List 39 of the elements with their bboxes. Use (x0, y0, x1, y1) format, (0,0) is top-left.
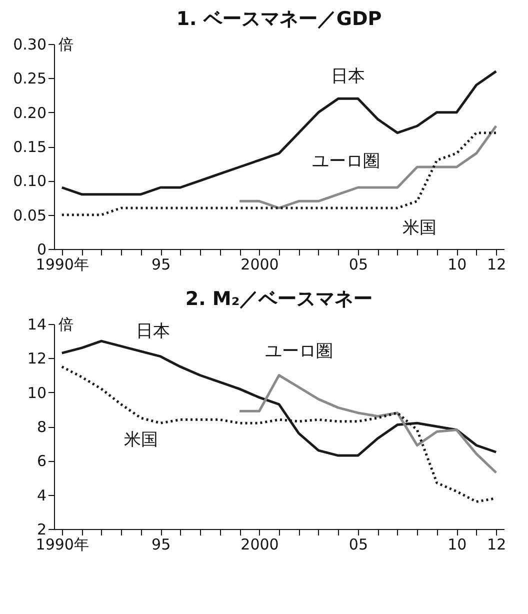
chart-title: 2. M₂／ベースマネー (185, 288, 373, 310)
y-tick-label: 14 (27, 316, 46, 334)
x-tick-label: 10 (448, 536, 467, 554)
y-axis-title: 倍 (58, 36, 74, 54)
x-tick-label: 95 (152, 256, 171, 274)
x-tick-label: 2000 (240, 256, 279, 274)
y-tick-label: 2 (36, 520, 46, 538)
series-label: ユーロ圏 (265, 341, 333, 362)
y-axis-title: 倍 (58, 316, 74, 334)
y-tick-label: 4 (36, 486, 46, 504)
x-tick-label: 95 (152, 536, 171, 554)
x-tick-label: 2000 (240, 536, 279, 554)
series-label: 日本 (136, 321, 170, 342)
line-series (238, 374, 498, 474)
x-tick-label: 10 (448, 256, 467, 274)
y-tick-label: 6 (36, 452, 46, 470)
y-tick-label: 0 (36, 240, 46, 258)
y-tick-label: 0.05 (13, 206, 46, 224)
x-tick-label: 05 (348, 256, 368, 274)
x-tick-label: 1990年 (36, 536, 89, 554)
x-tick-label: 05 (348, 536, 368, 554)
x-tick-label: 12 (487, 536, 506, 554)
series-label: 日本 (331, 66, 366, 87)
y-tick-label: 0.30 (13, 36, 46, 54)
series-label: ユーロ圏 (312, 152, 380, 172)
x-tick-label: 12 (487, 256, 506, 274)
y-tick-label: 0.10 (13, 172, 46, 190)
y-tick-label: 0.20 (13, 104, 46, 122)
line-series (238, 124, 498, 210)
series-label: 米国 (124, 430, 158, 450)
y-tick-label: 10 (27, 384, 46, 402)
y-tick-label: 0.25 (13, 70, 46, 88)
chart-title: 1. ベースマネー／GDP (176, 8, 382, 30)
y-tick-label: 8 (36, 418, 46, 436)
x-tick-label: 1990年 (36, 256, 89, 274)
series-label: 米国 (402, 218, 436, 238)
y-tick-label: 12 (27, 350, 46, 368)
y-tick-label: 0.15 (13, 138, 46, 156)
line-series (60, 132, 498, 216)
